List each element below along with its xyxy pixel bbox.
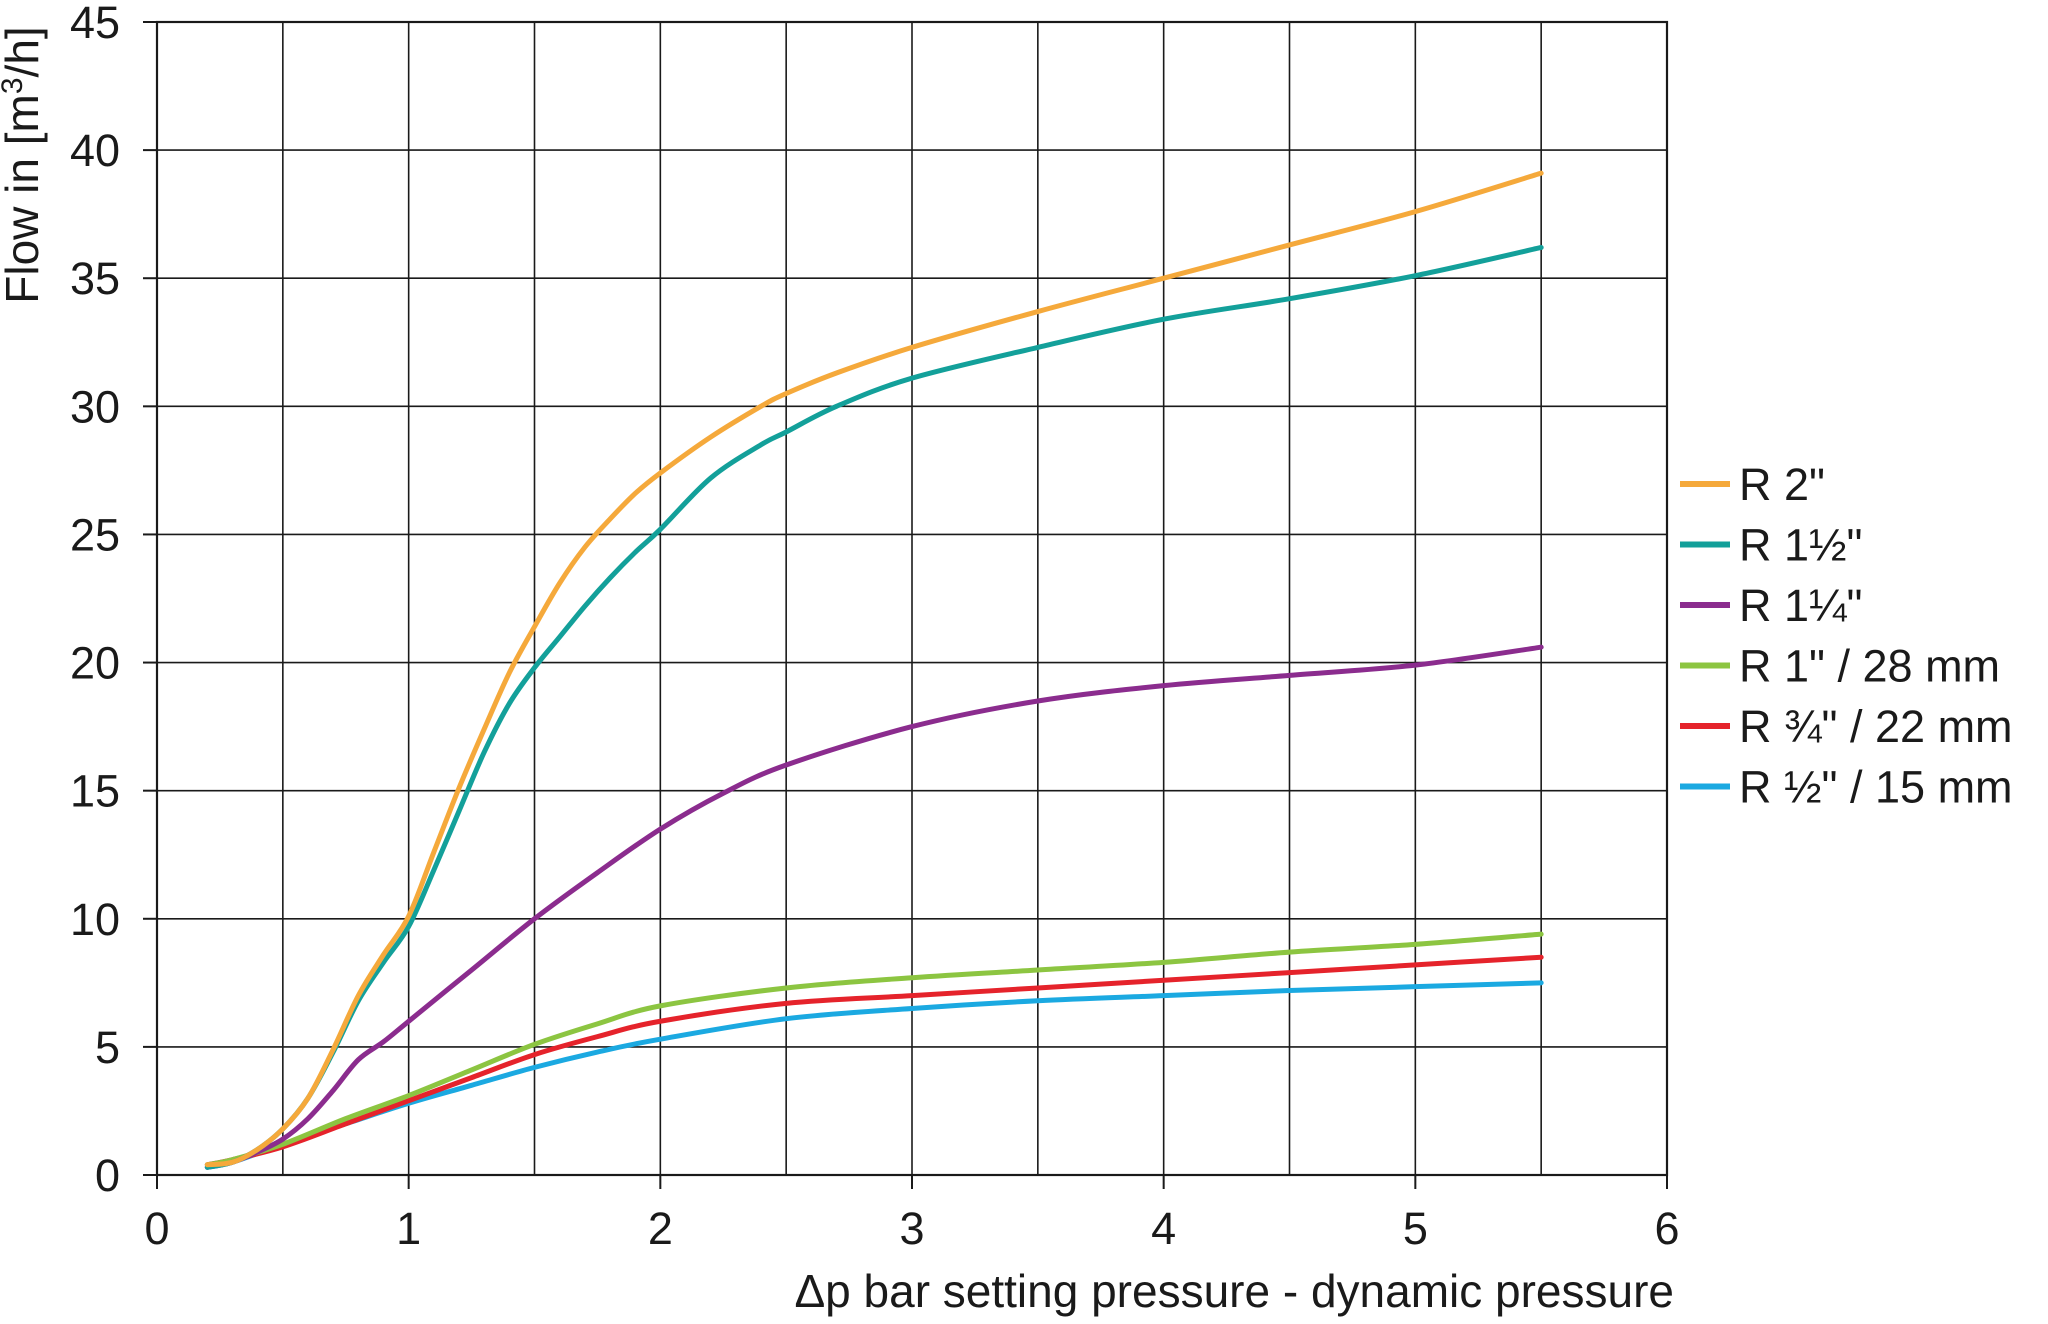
y-axis-title-main: Flow in [m — [0, 94, 48, 304]
y-tick-label: 30 — [70, 381, 120, 432]
y-axis-title-superscript: 3 — [0, 77, 29, 94]
y-tick-label: 45 — [70, 0, 120, 48]
y-tick-label: 25 — [70, 509, 120, 560]
y-axis-title: Flow in [m3/h] — [0, 26, 48, 303]
series-lines — [204, 170, 1544, 1170]
legend: R 2" R 1½" R 1¼" R 1" / 28 mm R ¾" / 22 mm R … — [1680, 459, 2013, 813]
legend-label: R 1½" — [1739, 520, 1863, 571]
y-tick-label: 10 — [70, 894, 120, 945]
legend-label: R ¾" / 22 mm — [1739, 701, 2013, 752]
y-tick-label: 5 — [95, 1022, 120, 1073]
y-tick-label: 15 — [70, 766, 120, 817]
legend-label: R 2" — [1739, 459, 1825, 510]
series-line — [204, 644, 1544, 1170]
series-line — [204, 931, 1544, 1168]
x-tick-label: 2 — [648, 1203, 673, 1254]
y-tick-label: 40 — [70, 125, 120, 176]
x-axis-title: Δp bar setting pressure - dynamic pressu… — [794, 1265, 1674, 1317]
legend-label: R ½" / 15 mm — [1739, 762, 2013, 813]
legend-label: R 1¼" — [1739, 580, 1863, 631]
series-line — [204, 170, 1544, 1168]
y-axis-title-end: /h] — [0, 26, 48, 77]
x-tick-label: 3 — [899, 1203, 924, 1254]
x-tick-label: 4 — [1151, 1203, 1176, 1254]
y-tick-label: 35 — [70, 253, 120, 304]
x-tick-label: 6 — [1654, 1203, 1679, 1254]
legend-label: R 1" / 28 mm — [1739, 641, 2000, 692]
x-tick-label: 1 — [396, 1203, 421, 1254]
x-tick-label: 0 — [144, 1203, 169, 1254]
y-tick-label: 0 — [95, 1150, 120, 1201]
series-line — [204, 954, 1544, 1168]
y-tick-label: 20 — [70, 638, 120, 689]
x-tick-label: 5 — [1403, 1203, 1428, 1254]
